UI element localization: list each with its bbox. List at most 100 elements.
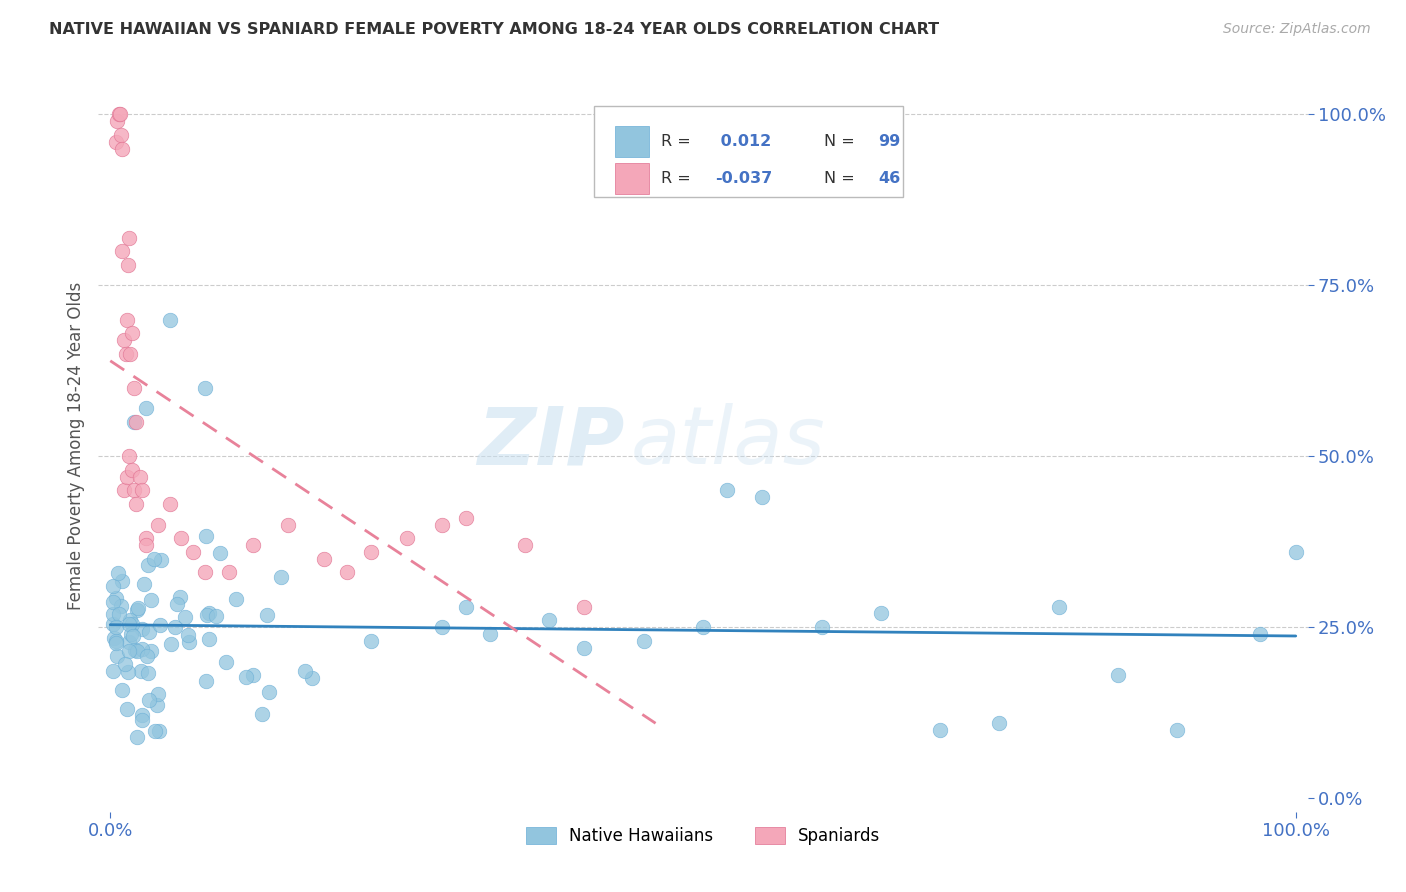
Point: [122, 381, 145, 395]
FancyBboxPatch shape: [595, 106, 903, 197]
Text: N =: N =: [824, 134, 860, 149]
Text: R =: R =: [661, 134, 696, 149]
Point: [277, 517, 299, 532]
Text: atlas: atlas: [630, 403, 825, 482]
Text: 46: 46: [879, 171, 901, 186]
Point: [751, 490, 773, 504]
Point: [142, 551, 165, 566]
Point: [146, 687, 169, 701]
Point: [988, 715, 1011, 730]
Point: [194, 673, 217, 688]
Point: [218, 566, 240, 580]
Point: [574, 599, 596, 614]
Text: 99: 99: [879, 134, 901, 149]
Point: [146, 517, 169, 532]
Point: [101, 665, 124, 679]
Text: ZIP: ZIP: [477, 403, 624, 482]
Point: [103, 631, 125, 645]
Point: [107, 107, 129, 121]
Point: [110, 682, 132, 697]
Point: [177, 635, 200, 649]
Point: [195, 608, 218, 623]
Point: [165, 620, 187, 634]
Point: [122, 483, 145, 498]
Point: [121, 617, 143, 632]
Point: [256, 608, 278, 623]
Point: [537, 613, 560, 627]
Point: [127, 602, 149, 616]
Point: [129, 664, 152, 678]
Point: [117, 258, 139, 272]
Point: [242, 668, 264, 682]
Point: [114, 333, 136, 347]
Point: [1249, 627, 1271, 641]
Legend: Native Hawaiians, Spaniards: Native Hawaiians, Spaniards: [512, 814, 894, 858]
Point: [166, 597, 188, 611]
Point: [159, 497, 181, 511]
Point: [225, 592, 247, 607]
Y-axis label: Female Poverty Among 18-24 Year Olds: Female Poverty Among 18-24 Year Olds: [66, 282, 84, 610]
Text: NATIVE HAWAIIAN VS SPANIARD FEMALE POVERTY AMONG 18-24 YEAR OLDS CORRELATION CHA: NATIVE HAWAIIAN VS SPANIARD FEMALE POVER…: [49, 22, 939, 37]
Point: [194, 381, 217, 395]
Point: [360, 545, 382, 559]
Point: [118, 230, 141, 244]
Point: [198, 607, 221, 621]
Point: [215, 655, 238, 669]
Point: [869, 607, 891, 621]
Point: [105, 114, 128, 128]
Point: [145, 724, 167, 739]
Point: [257, 685, 280, 699]
Point: [122, 415, 145, 429]
Point: [114, 657, 136, 671]
Point: [716, 483, 738, 498]
Point: [432, 620, 454, 634]
Point: [198, 632, 221, 647]
Point: [118, 616, 141, 631]
Point: [204, 608, 226, 623]
Point: [235, 670, 257, 684]
Point: [135, 538, 157, 552]
Point: [138, 693, 160, 707]
Point: [1285, 545, 1308, 559]
Point: [159, 312, 181, 326]
Point: [633, 633, 655, 648]
Point: [117, 701, 139, 715]
Point: [115, 469, 138, 483]
Point: [312, 551, 335, 566]
Point: [131, 708, 153, 723]
Point: [105, 635, 128, 649]
FancyBboxPatch shape: [614, 126, 648, 157]
Point: [135, 648, 157, 663]
Point: [209, 546, 232, 560]
Point: [124, 642, 146, 657]
Point: [432, 517, 454, 532]
Point: [121, 463, 143, 477]
Point: [101, 607, 124, 621]
Point: [101, 579, 124, 593]
Point: [125, 730, 148, 744]
Point: [194, 566, 217, 580]
Point: [148, 618, 170, 632]
Point: [242, 538, 264, 552]
Point: [174, 609, 197, 624]
Point: [132, 576, 155, 591]
Point: [141, 644, 163, 658]
Point: [103, 595, 125, 609]
Point: [107, 566, 129, 580]
Point: [121, 629, 143, 643]
Point: [101, 617, 124, 632]
Point: [170, 531, 193, 545]
Point: [129, 469, 152, 483]
Point: [111, 244, 134, 259]
Point: [131, 622, 153, 636]
Point: [111, 142, 134, 156]
Point: [138, 624, 160, 639]
Point: [810, 620, 832, 634]
Point: [118, 449, 141, 463]
Point: [929, 723, 952, 737]
Point: [131, 483, 153, 498]
Point: [121, 326, 143, 341]
Point: [108, 607, 131, 622]
Point: [118, 635, 141, 649]
Point: [131, 642, 153, 657]
